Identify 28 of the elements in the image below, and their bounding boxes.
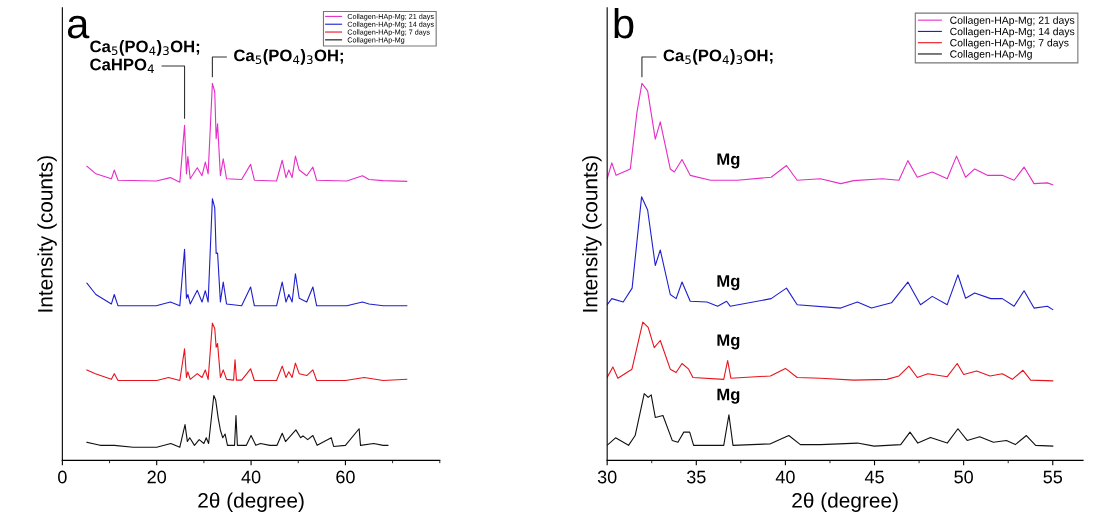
annotation: Ca$_{5}$(PO$_{4}$)$_{3}$OH; bbox=[90, 40, 200, 56]
annotation: Mg bbox=[717, 334, 740, 350]
x-tick-label: 0 bbox=[58, 470, 67, 484]
x-axis-title: 2θ (degree) bbox=[792, 492, 898, 512]
legend-label: Collagen-HAp-Mg; 7 days bbox=[950, 38, 1069, 49]
annotation: Mg bbox=[717, 275, 740, 291]
x-tick-label: 50 bbox=[954, 470, 973, 484]
x-tick-label: 40 bbox=[241, 470, 261, 484]
x-tick-label: 45 bbox=[864, 470, 884, 484]
annotation: Mg bbox=[717, 388, 740, 404]
chart-title: b bbox=[614, 7, 634, 39]
annotation: Mg bbox=[717, 153, 740, 169]
legend-label: Collagen-HAp-Mg bbox=[950, 50, 1032, 60]
x-tick-label: 60 bbox=[336, 470, 355, 484]
x-tick-label: 30 bbox=[597, 470, 617, 484]
x-tick-label: 55 bbox=[1043, 470, 1063, 484]
annotation: Ca$_{5}$(PO$_{4}$)$_{3}$OH; bbox=[663, 49, 773, 65]
x-axis-title: 2θ (degree) bbox=[198, 492, 304, 512]
annotation: CaHPO$_{4}$ bbox=[90, 58, 154, 73]
x-tick-label: 20 bbox=[147, 470, 167, 484]
legend-label: Collagen-HAp-Mg; 14 days bbox=[950, 27, 1075, 38]
chart-title: a bbox=[67, 15, 90, 39]
annotation: Ca$_{5}$(PO$_{4}$)$_{3}$OH; bbox=[234, 49, 343, 65]
x-tick-label: 35 bbox=[686, 470, 706, 484]
legend-label: Collagen-HAp-Mg; 21 days bbox=[950, 16, 1075, 26]
y-axis-title: Intensity (counts) bbox=[37, 156, 57, 312]
x-tick-label: 40 bbox=[775, 470, 795, 484]
y-axis-title: Intensity (counts) bbox=[582, 156, 602, 312]
